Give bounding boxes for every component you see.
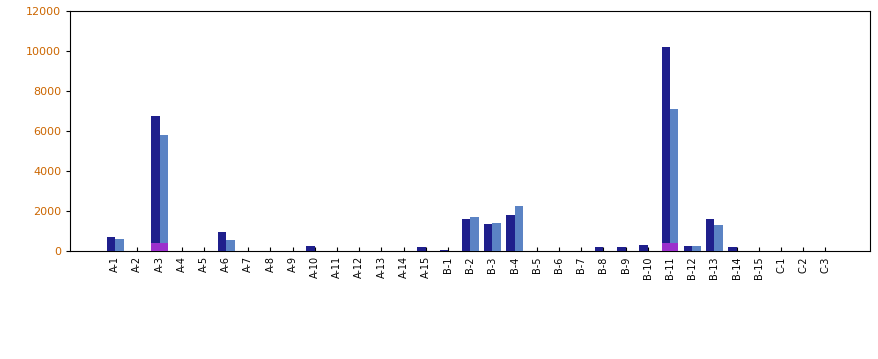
Bar [484, 224, 492, 251]
Bar [638, 245, 647, 251]
Bar [159, 243, 168, 251]
Bar [470, 217, 479, 251]
Bar [692, 246, 700, 251]
Bar [218, 232, 226, 251]
Bar [151, 116, 159, 251]
Bar [594, 247, 603, 251]
Bar [661, 243, 669, 251]
Bar [669, 243, 678, 251]
Bar [439, 250, 448, 251]
Bar [159, 135, 168, 251]
Bar [683, 246, 692, 251]
Bar [616, 247, 625, 251]
Bar [727, 247, 736, 251]
Bar [661, 47, 669, 251]
Bar [714, 225, 722, 251]
Bar [226, 240, 234, 251]
Bar [669, 109, 678, 251]
Bar [506, 215, 515, 251]
Bar [115, 239, 124, 251]
Bar [151, 243, 159, 251]
Bar [417, 247, 425, 251]
Bar [492, 223, 500, 251]
Bar [306, 246, 314, 251]
Bar [515, 206, 522, 251]
Bar [705, 219, 714, 251]
Bar [106, 237, 115, 251]
Bar [461, 219, 470, 251]
